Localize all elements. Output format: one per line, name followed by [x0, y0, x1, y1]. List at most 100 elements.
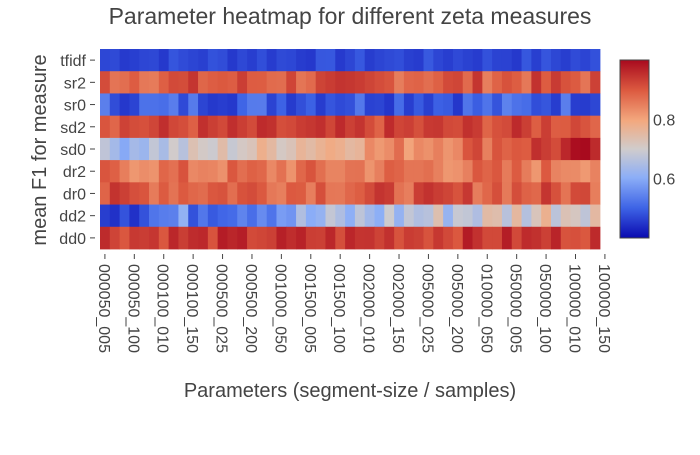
heatmap-cell	[256, 71, 268, 94]
x-tick-label: 000500_025	[213, 264, 230, 353]
heatmap-cell	[276, 226, 287, 250]
heatmap-cell	[531, 182, 542, 205]
heatmap-cell	[492, 93, 503, 117]
heatmap-cell	[149, 115, 160, 139]
heatmap-cell	[315, 93, 326, 117]
heatmap-cell	[541, 71, 552, 94]
heatmap-cell	[227, 204, 238, 228]
heatmap-cell	[521, 204, 532, 228]
heatmap-cell	[168, 204, 179, 228]
heatmap-cell	[482, 182, 493, 205]
heatmap-cell	[482, 115, 493, 139]
heatmap-cell	[256, 204, 268, 228]
heatmap-cell	[139, 226, 150, 250]
heatmap-cell	[580, 204, 591, 228]
heatmap-cell	[384, 49, 395, 72]
heatmap-cell	[472, 204, 483, 228]
heatmap-cell	[413, 49, 424, 72]
heatmap-cell	[305, 49, 317, 72]
heatmap-cell	[315, 49, 326, 72]
heatmap-cell	[266, 49, 277, 72]
heatmap-cell	[109, 71, 120, 94]
heatmap-cell	[296, 137, 307, 161]
heatmap-cell	[433, 71, 444, 94]
heatmap-cell	[149, 137, 160, 161]
colorbar	[619, 59, 650, 239]
heatmap-cell	[521, 71, 532, 94]
heatmap-cell	[413, 137, 424, 161]
heatmap-cell	[550, 160, 562, 183]
heatmap-cell	[462, 49, 473, 72]
x-tick-label: 005000_025	[418, 264, 435, 353]
heatmap-cell	[403, 182, 415, 205]
x-tick-label: 001500_005	[301, 264, 318, 353]
heatmap-cell	[364, 182, 375, 205]
heatmap-cell	[580, 182, 591, 205]
heatmap-cell	[560, 137, 571, 161]
heatmap-cell	[433, 204, 444, 228]
heatmap-cell	[286, 204, 297, 228]
heatmap-cell	[129, 71, 140, 94]
heatmap-cell	[403, 204, 415, 228]
row-label: sd2	[60, 120, 86, 137]
heatmap-cell	[109, 204, 120, 228]
heatmap-cell	[198, 49, 209, 72]
heatmap-cell	[296, 115, 307, 139]
heatmap-cell	[384, 93, 395, 117]
heatmap-cell	[266, 204, 277, 228]
heatmap-cell	[570, 226, 581, 250]
heatmap-cell	[100, 71, 111, 94]
heatmap-cell	[256, 160, 268, 183]
heatmap-cell	[364, 49, 375, 72]
heatmap-cell	[521, 49, 532, 72]
heatmap-cell	[266, 160, 277, 183]
heatmap-cell	[403, 93, 415, 117]
heatmap-cell	[296, 182, 307, 205]
heatmap-cell	[305, 204, 317, 228]
heatmap-cell	[158, 226, 170, 250]
heatmap-cell	[423, 160, 434, 183]
heatmap-cell	[198, 226, 209, 250]
heatmap-cell	[384, 204, 395, 228]
heatmap-cell	[423, 71, 434, 94]
heatmap-cell	[472, 49, 483, 72]
heatmap-cell	[188, 182, 199, 205]
heatmap-cell	[433, 160, 444, 183]
heatmap-cell	[560, 204, 571, 228]
heatmap-cell	[511, 182, 522, 205]
heatmap-cell	[384, 137, 395, 161]
heatmap-cell	[403, 160, 415, 183]
heatmap-cell	[305, 137, 317, 161]
heatmap-cell	[560, 93, 571, 117]
heatmap-cell	[560, 71, 571, 94]
heatmap-cell	[305, 226, 317, 250]
heatmap-cell	[109, 160, 120, 183]
heatmap-cell	[590, 226, 601, 250]
heatmap-cell	[511, 137, 522, 161]
heatmap-cell	[550, 226, 562, 250]
heatmap-cell	[276, 93, 287, 117]
heatmap-cell	[482, 93, 493, 117]
heatmap-cell	[256, 226, 268, 250]
heatmap-cell	[354, 226, 366, 250]
heatmap-cell	[364, 93, 375, 117]
heatmap-cell	[345, 93, 356, 117]
heatmap-cell	[315, 182, 326, 205]
heatmap-cell	[100, 115, 111, 139]
heatmap-cell	[217, 160, 228, 183]
heatmap-cell	[237, 49, 248, 72]
heatmap-cell	[217, 137, 228, 161]
heatmap-cell	[256, 115, 268, 139]
heatmap-cell	[227, 115, 238, 139]
heatmap-cell	[305, 93, 317, 117]
heatmap-cell	[188, 49, 199, 72]
heatmap-cell	[354, 182, 366, 205]
heatmap-cell	[286, 226, 297, 250]
heatmap-cell	[217, 71, 228, 94]
heatmap-cell	[423, 137, 434, 161]
heatmap-cell	[433, 49, 444, 72]
heatmap-cell	[188, 204, 199, 228]
heatmap-cell	[178, 115, 189, 139]
heatmap-cell	[492, 226, 503, 250]
heatmap-cell	[237, 93, 248, 117]
